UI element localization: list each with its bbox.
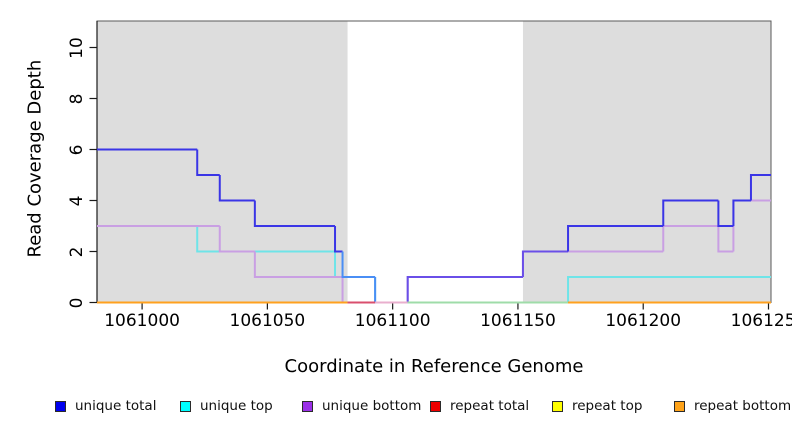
series-step-unique-total [196, 149, 220, 176]
legend-label: unique bottom [322, 398, 422, 414]
series-step-unique-total [334, 226, 343, 253]
x-tick-label: 1061100 [354, 311, 431, 331]
legend-label: unique total [75, 398, 157, 414]
y-tick-label: 10 [67, 36, 87, 59]
y-tick-label: 2 [67, 246, 87, 257]
series-step-unique-top [567, 276, 771, 303]
y-tick-label: 6 [67, 144, 87, 155]
legend-label: unique top [200, 398, 273, 414]
legend-label: repeat total [450, 398, 530, 414]
series-step-unique-total [406, 276, 523, 303]
y-tick-label: 4 [67, 195, 87, 206]
x-tick-label: 1061200 [605, 311, 682, 331]
series-step-unique-total [662, 199, 719, 226]
y-tick-label: 0 [67, 297, 87, 308]
series-step-unique-bottom [218, 226, 255, 253]
series-step-unique-top [196, 226, 336, 253]
legend-swatch-icon [180, 401, 191, 412]
x-tick-label: 1061000 [104, 311, 180, 331]
legend-label: repeat bottom [694, 398, 792, 414]
series-step-unique-bottom [406, 276, 523, 303]
series-step-unique-total [749, 174, 771, 201]
legend-swatch-icon [302, 401, 313, 412]
series-step-unique-bottom [717, 226, 734, 253]
legend-swatch-icon [430, 401, 441, 412]
series-step-unique-total [521, 250, 569, 277]
legend-swatch-icon [55, 401, 66, 412]
series-step-unique-bottom [253, 251, 343, 278]
x-axis-title: Coordinate in Reference Genome [284, 356, 584, 377]
legend-swatch-icon [674, 401, 685, 412]
series-step-unique-total [717, 200, 734, 227]
series-step-unique-total [732, 199, 751, 226]
x-tick-label: 1061150 [480, 311, 556, 331]
series-step-unique-total [374, 277, 408, 304]
shaded-region [97, 21, 348, 303]
series-step-unique-total [218, 175, 255, 202]
series-step-unique-total [253, 200, 336, 227]
legend-swatch-icon [552, 401, 563, 412]
legend: unique total unique top unique bottom repea… [0, 398, 792, 420]
legend-label: repeat top [572, 398, 643, 414]
y-tick-label: 8 [67, 93, 87, 104]
x-tick-label: 1061050 [229, 311, 306, 331]
series-step-unique-total [567, 225, 664, 252]
shaded-region [522, 21, 771, 303]
series-step-unique-total [341, 251, 376, 278]
y-axis-title: Read Coverage Depth [24, 59, 46, 258]
